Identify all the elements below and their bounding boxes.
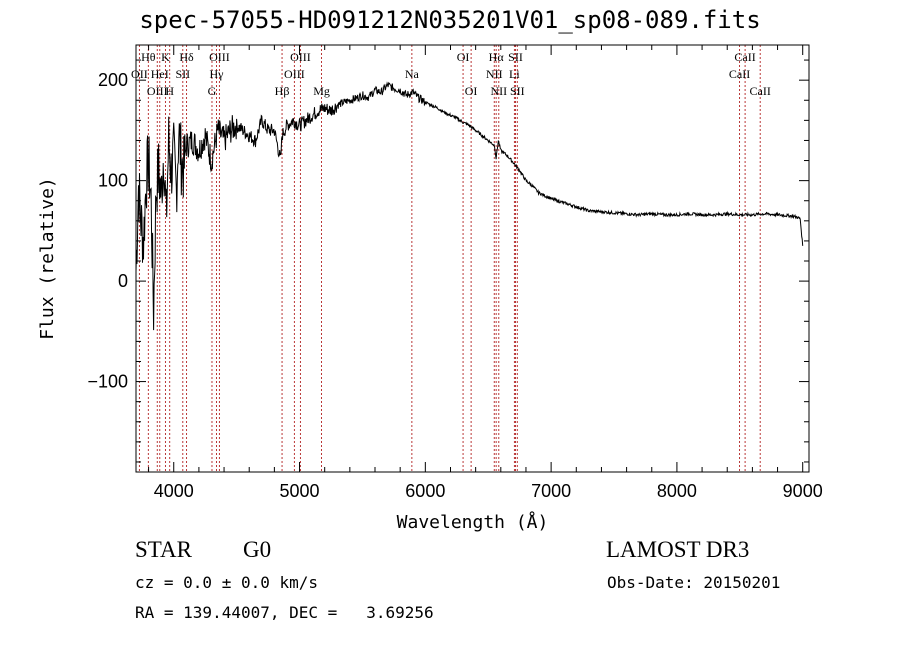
spectral-line-label: H — [165, 84, 174, 98]
spectral-line-label: Hβ — [275, 84, 290, 98]
plot-frame — [135, 44, 810, 473]
y-tick-label: 200 — [98, 70, 128, 90]
spectral-line-label: Mg — [313, 84, 330, 98]
spectral-line-label: NII — [490, 84, 507, 98]
axes-layer: 4000 5000 6000 7000 8000 9000 −100 0 100 200 Wavel… — [37, 45, 823, 533]
series-layer — [135, 81, 804, 331]
spectral-line-label: OIII — [284, 67, 305, 81]
spectral-line-label: CaII — [729, 67, 750, 81]
spectral-line-label: OIII — [290, 50, 311, 64]
x-tick-label: 9000 — [783, 481, 823, 501]
line-labels-layer: Hθ OII OIII K H HeI SII Hδ OIII Hγ G Hβ OIII OIII Mg Na… — [131, 50, 771, 98]
spectral-lines-layer — [138, 45, 761, 472]
spectral-line-label: CaII — [750, 84, 771, 98]
spectral-line-label: Hα — [489, 50, 505, 64]
spectral-line-label: SII — [510, 84, 525, 98]
y-tick-label: 0 — [118, 271, 128, 291]
spectral-line-label: OI — [457, 50, 470, 64]
spectral-line-label: OIII — [147, 84, 168, 98]
spectral-line-label: CaII — [734, 50, 755, 64]
spectral-line-label: OI — [465, 84, 478, 98]
chart-title: spec-57055-HD091212N035201V01_sp08-089.f… — [139, 6, 761, 34]
redshift-cz: cz = 0.0 ± 0.0 km/s — [135, 573, 319, 592]
x-tick-label: 5000 — [280, 481, 320, 501]
x-axis-label: Wavelength (Å) — [397, 511, 549, 533]
spectral-line-label: Na — [405, 67, 420, 81]
spectral-line-label: Hθ — [141, 50, 156, 64]
spectral-line-label: Hγ — [210, 67, 225, 81]
spectral-line-label: Li — [509, 67, 520, 81]
object-type: STAR — [135, 537, 192, 562]
spectral-line-label: G — [208, 84, 217, 98]
survey-name: LAMOST DR3 — [606, 537, 750, 562]
spectral-line-label: OIII — [209, 50, 230, 64]
y-tick-label: 100 — [98, 171, 128, 191]
spectral-line-label: SII — [175, 67, 190, 81]
coordinates: RA = 139.44007, DEC = 3.69256 — [135, 603, 434, 622]
spectral-line-label: NII — [486, 67, 503, 81]
x-tick-label: 6000 — [405, 481, 445, 501]
x-tick-label: 8000 — [657, 481, 697, 501]
x-tick-label: 4000 — [154, 481, 194, 501]
obs-date: Obs-Date: 20150201 — [607, 573, 781, 592]
subclass: G0 — [243, 537, 272, 562]
x-tick-label: 7000 — [531, 481, 571, 501]
spectral-line-label: K — [161, 50, 170, 64]
spectral-line-label: HeI — [151, 67, 169, 81]
spectrum-line — [135, 81, 804, 331]
y-tick-label: −100 — [87, 372, 128, 392]
spectral-line-label: SII — [508, 50, 523, 64]
y-axis-label: Flux (relative) — [37, 177, 58, 340]
spectral-line-label: Hδ — [179, 50, 194, 64]
spectral-line-label: OII — [131, 67, 148, 81]
